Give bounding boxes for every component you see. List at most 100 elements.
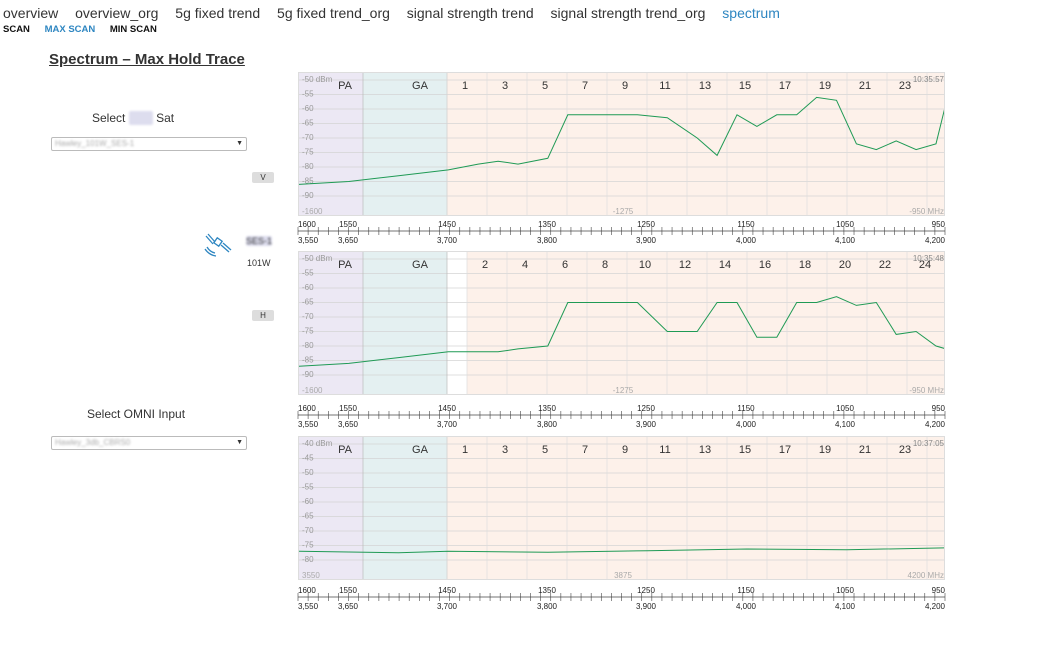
sat-select[interactable]: Hawley_101W_SES-1 ▼ [51,137,247,151]
axis-bottom-label: 3,700 [437,236,458,245]
channel-label: 19 [819,80,831,92]
bottom-right-label: -950 MHz [909,386,944,395]
scan-subtabs: SCAN MAX SCAN MIN SCAN [3,24,169,35]
tab-overview[interactable]: overview [3,5,59,21]
sat-name: SES-1 [246,236,273,246]
axis-top-label: 1450 [438,220,456,229]
axis-bottom-label: 3,650 [338,602,359,611]
channel-label: 4 [522,259,528,271]
omni-input-label: Select OMNI Input [87,407,186,421]
band-channels [447,73,944,215]
channel-label: 6 [562,259,568,271]
channel-label: GA [412,259,429,271]
axis-bottom-label: 3,550 [298,420,319,429]
y-tick-label: -75 [302,148,314,157]
band-pa [299,73,363,215]
spectrum-plot-omni: -40 dBm -45 -50 -55 -60 -65 -70 -75 -80 PA GA 1 3 5 7 9… [298,436,945,580]
axis-top-label: 1150 [737,220,755,229]
axis-top-label: 1150 [737,404,755,413]
tab-5g-fixed-trend-org[interactable]: 5g fixed trend_org [277,5,390,21]
channel-label: 9 [622,80,628,92]
channel-label: 3 [502,444,508,456]
axis-bottom-label: 4,100 [835,420,856,429]
spectrum-trace [299,96,944,185]
axis-top-label: 1250 [637,404,655,413]
axis-bottom-label: 3,800 [537,602,558,611]
axis-bottom-label: 4,100 [835,602,856,611]
channel-label: 8 [602,259,608,271]
axis-bottom-label: 3,800 [537,236,558,245]
channel-label: 3 [502,80,508,92]
axis-top-label: 1350 [538,220,556,229]
y-tick-label: -85 [302,356,314,365]
omni-select[interactable]: Hawley_3db_CBRS0 ▼ [51,436,247,450]
channel-label: 9 [622,444,628,456]
y-tick-label: -55 [302,90,314,99]
channel-label: 17 [779,80,791,92]
channel-label: 21 [859,80,871,92]
band-channels [447,437,944,579]
subtab-max-scan[interactable]: MAX SCAN [44,24,96,35]
axis-bottom-label: 4,000 [736,236,757,245]
bottom-mid-label: 3875 [614,571,632,580]
pol-v-button[interactable]: V [252,172,274,183]
axis-top-label: 1550 [339,220,357,229]
y-tick-label: -55 [302,269,314,278]
axis-top-label: 1050 [836,404,854,413]
channel-label: 17 [779,444,791,456]
channel-label: 7 [582,444,588,456]
tab-overview-org[interactable]: overview_org [75,5,159,21]
axis-bottom-label: 3,700 [437,420,458,429]
axis-top-label: 950 [932,586,946,595]
channel-label: 1 [462,80,468,92]
axis-top-label: 1350 [538,404,556,413]
channel-label: 15 [739,444,751,456]
chevron-down-icon: ▼ [236,439,243,446]
subtab-min-scan[interactable]: MIN SCAN [109,24,157,35]
band-pa [299,437,363,579]
subtab-scan[interactable]: SCAN [3,24,30,35]
y-tick-label: -65 [302,298,314,307]
channel-label: 18 [799,259,811,271]
y-tick-label: -60 [302,497,314,506]
tab-signal-strength-trend[interactable]: signal strength trend [406,5,534,21]
axis-top-label: 1250 [637,220,655,229]
timestamp: 10:37:05 [913,439,945,448]
channel-label: 13 [699,444,711,456]
channel-label: 15 [739,80,751,92]
axis-top-label: 1350 [538,586,556,595]
axis-bottom-label: 3,800 [537,420,558,429]
chevron-down-icon: ▼ [236,140,243,147]
bottom-right-label: -950 MHz [909,207,944,216]
y-tick-label: -70 [302,133,314,142]
axis-top-label: 1600 [298,586,316,595]
select-sat-label-a: Select [92,111,126,125]
blurred-text: SES [128,111,153,125]
tab-spectrum[interactable]: spectrum [722,5,780,21]
band-ga [363,437,447,579]
pol-h-button[interactable]: H [252,310,274,321]
axis-bottom-label: 3,700 [437,602,458,611]
axis-top-label: 1450 [438,404,456,413]
tab-signal-strength-trend-org[interactable]: signal strength trend_org [550,5,706,21]
axis-bottom-label: 4,000 [736,420,757,429]
axis-bottom-label: 3,900 [636,602,657,611]
timestamp: 10:35:57 [913,75,945,84]
y-tick-label: -75 [302,541,314,550]
channel-label: 23 [899,80,911,92]
axis-bottom-label: 4,200 [925,602,946,611]
spectrum-plot-h: -50 dBm -55 -60 -65 -70 -75 -80 -85 -90 PA GA 2 4 6 8 1… [298,251,945,395]
channel-label: 16 [759,259,771,271]
axis-top-label: 950 [932,220,946,229]
y-tick-label: -50 dBm [302,254,333,263]
page-title: Spectrum – Max Hold Trace [49,51,245,68]
y-tick-label: -60 [302,283,314,292]
frequency-axis: 1600 1550 1450 1350 1250 1150 1050 950 3,550 3,65… [288,219,956,249]
tab-5g-fixed-trend[interactable]: 5g fixed trend [175,5,261,21]
channel-label: 2 [482,259,488,271]
axis-top-label: 1250 [637,586,655,595]
axis-top-label: 950 [932,404,946,413]
spectrum-trace [299,296,944,367]
band-pa [299,252,363,394]
y-tick-label: -65 [302,512,314,521]
